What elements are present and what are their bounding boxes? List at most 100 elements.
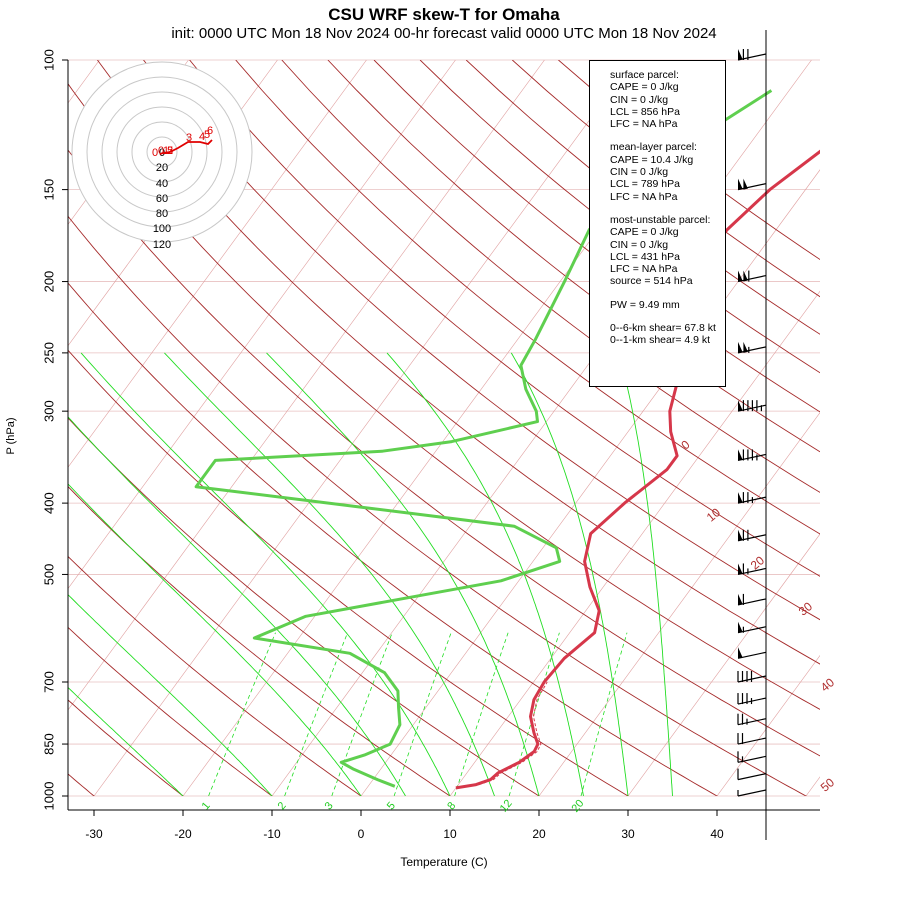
wind-barb [737,529,767,542]
x-tick-label: -10 [263,827,281,841]
y-tick-label: 700 [41,671,56,693]
isotherm-line [538,412,820,796]
surface-parcel-heading: surface parcel: [610,69,679,81]
pw-block: PW = 9.49 mm [610,299,725,311]
y-tick-label: 500 [41,564,56,586]
dry-adiabat-line [97,60,820,665]
wind-barb [737,733,767,745]
wind-barb [737,49,767,61]
hodograph-point-label: 0.5 [158,145,173,157]
isotherm-line [93,60,634,796]
isotherm-line [627,533,820,796]
mixing-ratio-label: 20 [569,798,586,815]
wind-barb-shaft [737,789,767,797]
hodograph-point-label: 1 [163,145,169,157]
wind-barb-shaft [737,598,767,606]
mixing-ratio-lines [208,632,628,796]
wind-barb-pennant [738,400,743,412]
wind-barb [737,768,767,781]
hodograph-ring-label: 60 [156,193,168,205]
x-tick-label: 30 [621,827,635,841]
isotherm-line [68,60,545,711]
moist-adiabat-line [68,483,362,796]
isotherm-line [68,60,456,590]
wind-barb-shaft [737,651,767,659]
wind-barb [737,593,767,606]
hodograph-ring [146,136,178,168]
dry-adiabat-label: 0 [678,437,692,452]
wind-barbs [737,30,767,840]
mean-layer-heading: mean-layer parcel: [610,141,697,154]
most-unstable-parcel-block: most-unstable parcel: CAPE = 0 J/kg CIN … [610,214,725,288]
most-unstable-lcl: LCL = 431 hPa [610,250,680,263]
isotherm-line [449,290,820,796]
dry-adiabat-line [68,626,273,796]
hodograph-point-label: 3 [186,132,192,144]
wind-barb-pennant [738,529,743,541]
moist-adiabat-line [80,352,451,796]
dry-adiabats [68,60,820,796]
x-tick-label: -30 [85,827,103,841]
hodograph-ring-label: 80 [156,208,168,220]
dry-adiabat-line [68,555,362,796]
wind-barb-pennant [738,593,743,605]
wind-barb-shaft [737,346,767,354]
chart-subtitle: init: 0000 UTC Mon 18 Nov 2024 00-hr for… [171,25,717,42]
hodograph-ring [86,76,238,228]
wind-barb-shaft [737,626,767,634]
wind-barb [737,492,767,504]
wind-barb-shaft [737,567,767,576]
most-unstable-cin: CIN = 0 J/kg [610,238,669,251]
surface-lfc: LFC = NA hPa [610,118,678,131]
dry-adiabat-line [68,215,807,796]
shear-0-6km: 0--6-km shear= 67.8 kt [610,322,716,335]
dewpoint-profile [194,89,773,788]
dry-adiabat-line [68,282,718,796]
wind-barb [737,670,767,683]
dry-adiabat-line [189,60,820,577]
parcel-trace-line [458,681,548,789]
dry-adiabat-line [68,699,184,796]
chart-title: CSU WRF skew-T for Omaha [328,5,560,24]
wind-barb [737,789,767,797]
most-unstable-cape: CAPE = 0 J/kg [610,226,679,239]
wind-barb-pennant [738,492,743,504]
moist-adiabat-line [68,686,184,796]
wind-barb [737,341,767,354]
dry-adiabat-label: 10 [704,505,723,525]
hodograph-trace [159,139,213,155]
mixing-ratio-line [284,632,348,796]
y-tick-label: 1000 [41,782,56,811]
y-tick-label: 850 [41,733,56,755]
dry-adiabat-line [68,149,820,757]
parcel-info-box: surface parcel: CAPE = 0 J/kg CIN = 0 J/… [589,60,726,387]
moist-adiabat-line [510,352,629,796]
hodograph-ring-label: 120 [153,239,171,251]
wind-barb [737,400,767,412]
x-tick-label: 20 [532,827,546,841]
wind-barb [737,270,767,283]
hodograph-ring-label: 40 [156,178,168,190]
wind-barb [737,693,767,705]
surface-cape: CAPE = 0 J/kg [610,81,679,94]
hodograph-point-label: 4 [199,131,205,143]
dry-adiabat-line [373,60,820,413]
wind-barb-pennant [738,49,743,60]
isotherm-line [716,654,820,796]
hodograph-ring [131,121,193,183]
wind-barb [737,563,767,576]
wind-barb-pennant [743,178,748,190]
wind-barb-shaft [737,274,767,283]
mean-layer-lfc: LFC = NA hPa [610,190,678,203]
hodograph-point-label: 5 [204,129,210,141]
wind-barb-pennant [738,563,743,575]
dry-adiabat-line [419,60,820,374]
isotherm-line [68,60,367,468]
wind-barb-shaft [737,534,767,542]
moist-adiabat-line [386,352,584,796]
dry-adiabat-line [68,83,820,710]
y-tick-label: 250 [41,342,56,364]
